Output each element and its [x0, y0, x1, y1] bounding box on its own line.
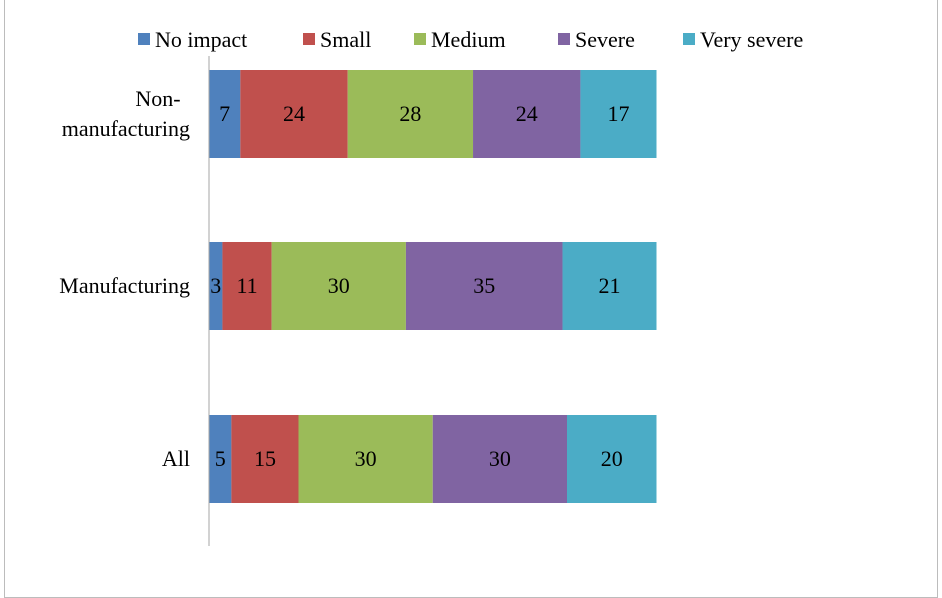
data-label: 11 [236, 273, 257, 298]
category-label: All [162, 446, 190, 471]
data-label: 3 [210, 273, 221, 298]
legend-swatch [138, 33, 150, 45]
data-label: 30 [489, 446, 511, 471]
legend-swatch [683, 33, 695, 45]
bar-segment [405, 242, 563, 330]
data-label: 5 [215, 446, 226, 471]
data-label: 35 [473, 273, 495, 298]
data-label: 28 [399, 101, 421, 126]
stacked-bar-chart: No impact Small Medium Severe Very severe 7 2… [59, 27, 803, 546]
category-label: Non-manufacturing [62, 86, 190, 141]
chart-frame [4, 0, 938, 598]
legend-label: Very severe [700, 27, 803, 52]
bar-segment [222, 242, 272, 330]
data-label: 7 [219, 101, 230, 126]
plot-area: 7 24 28 24 17 3 11 30 35 21 5 15 30 30 20 [209, 70, 657, 503]
legend-label: No impact [155, 27, 247, 52]
bar-segment [562, 242, 657, 330]
bar-segment [473, 70, 581, 158]
legend: No impact Small Medium Severe Very severe [138, 27, 803, 52]
bar-segment [567, 415, 657, 503]
category-label: Manufacturing [59, 273, 190, 298]
legend-swatch [303, 33, 315, 45]
bar-segment [209, 242, 223, 330]
chart: No impact Small Medium Severe Very severe 7 2… [4, 0, 938, 598]
legend-label: Medium [431, 27, 506, 52]
data-label: 24 [516, 101, 538, 126]
data-label: 15 [254, 446, 276, 471]
bar-segment [347, 70, 474, 158]
bar-segment [240, 70, 348, 158]
data-label: 17 [607, 101, 629, 126]
legend-label: Severe [575, 27, 635, 52]
bar-segment [432, 415, 567, 503]
bar-segment [209, 70, 241, 158]
data-label: 21 [599, 273, 621, 298]
data-label: 20 [601, 446, 623, 471]
legend-swatch [414, 33, 426, 45]
data-label: 24 [283, 101, 305, 126]
bar-segment [298, 415, 433, 503]
bar-segment [231, 415, 299, 503]
data-label: 30 [328, 273, 350, 298]
category-labels: Non-manufacturing Manufacturing All [59, 86, 190, 471]
bar-segment [271, 242, 406, 330]
bar-segment [209, 415, 232, 503]
legend-swatch [558, 33, 570, 45]
legend-label: Small [320, 27, 371, 52]
bar-segment [580, 70, 657, 158]
data-label: 30 [355, 446, 377, 471]
